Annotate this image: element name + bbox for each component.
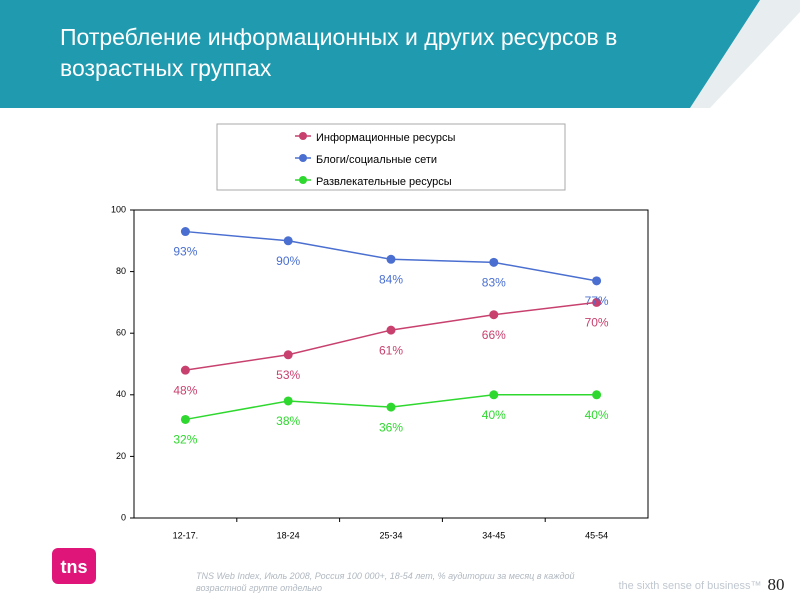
data-label: 61% (379, 343, 403, 357)
point (283, 396, 293, 406)
data-label: 53% (276, 368, 300, 382)
point (592, 390, 602, 400)
data-label: 83% (482, 276, 506, 290)
x-tick-label: 25-34 (379, 530, 402, 540)
data-label: 40% (585, 408, 609, 422)
x-tick-label: 18-24 (277, 530, 300, 540)
point (180, 227, 190, 237)
legend-label: Блоги/социальные сети (316, 154, 437, 166)
data-label: 90% (276, 254, 300, 268)
point (592, 276, 602, 286)
y-tick-label: 20 (116, 451, 126, 461)
point (386, 254, 396, 264)
legend-marker (299, 154, 307, 162)
x-tick-label: 34-45 (482, 530, 505, 540)
point (592, 297, 602, 307)
data-label: 84% (379, 272, 403, 286)
source-box: TNS Web Index, Июль 2008, Россия 100 000… (196, 571, 575, 593)
chart-title: Потребление информационных и других ресу… (60, 24, 618, 81)
data-label: 48% (173, 383, 197, 397)
data-label: 40% (482, 408, 506, 422)
data-label: 36% (379, 420, 403, 434)
logo-box (52, 548, 96, 584)
source-note: TNS Web Index, Июль 2008, Россия 100 000… (196, 571, 575, 593)
header-band (0, 0, 800, 108)
y-tick-label: 60 (116, 328, 126, 338)
point (283, 236, 293, 246)
legend-marker (299, 132, 307, 140)
data-label: 70% (585, 316, 609, 330)
plot-frame (133, 209, 649, 519)
x-tick-label: 12-17. (173, 530, 199, 540)
y-tick-label: 100 (111, 204, 126, 214)
data-label: 32% (173, 433, 197, 447)
legend-label: Развлекательные ресурсы (316, 176, 452, 188)
title-box: Потребление информационных и других ресу… (60, 24, 618, 81)
point (386, 402, 396, 412)
y-tick-label: 40 (116, 389, 126, 399)
point (489, 390, 499, 400)
data-label: 93% (173, 245, 197, 259)
point (180, 365, 190, 375)
point (283, 350, 293, 360)
x-tick-label: 45-54 (585, 530, 608, 540)
legend-marker (299, 176, 307, 184)
point (489, 310, 499, 320)
logo: tns (61, 557, 88, 577)
legend-box (216, 123, 566, 191)
data-label: 38% (276, 414, 300, 428)
slogan: the sixth sense of business™ (618, 580, 761, 592)
point (386, 325, 396, 335)
y-tick-label: 80 (116, 266, 126, 276)
point (489, 257, 499, 267)
data-label: 77% (585, 294, 609, 308)
y-tick-label: 0 (121, 512, 126, 522)
data-label: 66% (482, 328, 506, 342)
legend-label: Информационные ресурсы (316, 132, 455, 144)
page-number: 80 (768, 575, 785, 594)
header-stripe (690, 0, 800, 108)
point (180, 414, 190, 424)
